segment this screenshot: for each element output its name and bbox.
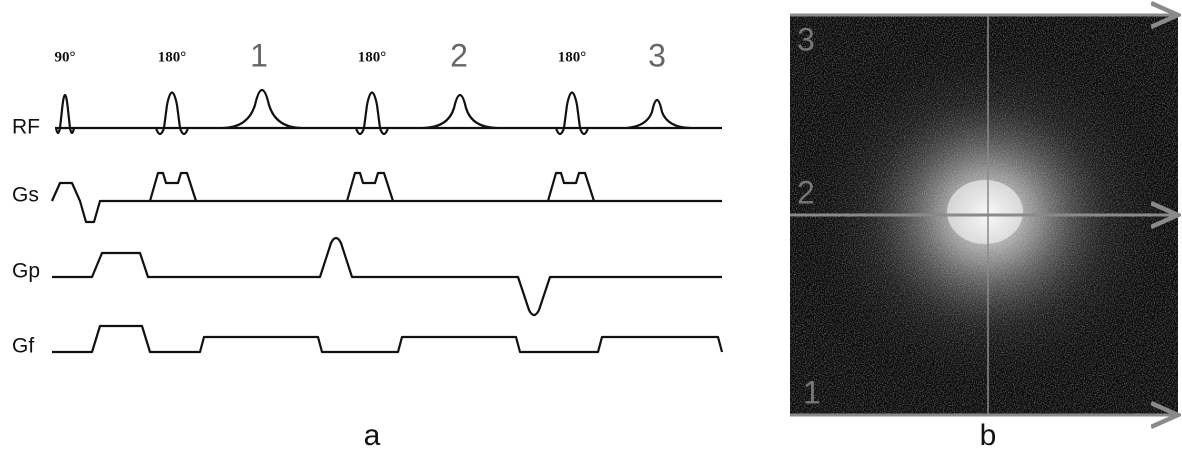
k-line-label: 3 bbox=[797, 21, 815, 57]
gf-line bbox=[52, 326, 722, 352]
rf-line bbox=[55, 90, 722, 134]
gs-line bbox=[52, 173, 722, 222]
echo-label: 1 bbox=[250, 37, 268, 73]
rf-label: 90° bbox=[55, 49, 76, 65]
rf-label: 180° bbox=[358, 49, 387, 65]
row-label: Gs bbox=[12, 184, 39, 207]
row-label: RF bbox=[12, 116, 40, 139]
panel-caption: a bbox=[364, 419, 381, 452]
row-label: Gf bbox=[12, 335, 34, 358]
panel-caption: b bbox=[980, 419, 997, 452]
k-line-label: 1 bbox=[803, 374, 821, 410]
pulse-sequence: 90° 180° 180° 180° 1 2 3 RF Gs Gp Gf a bbox=[12, 37, 722, 451]
echo-label: 2 bbox=[450, 37, 468, 73]
row-label: Gp bbox=[12, 260, 40, 283]
k-line-label: 2 bbox=[797, 174, 815, 210]
rf-label: 180° bbox=[558, 49, 587, 65]
gp-line bbox=[52, 238, 722, 315]
echo-label: 3 bbox=[648, 37, 666, 73]
figure: 90° 180° 180° 180° 1 2 3 RF Gs Gp Gf a 3… bbox=[0, 0, 1182, 453]
k-space: 3 2 1 b bbox=[788, 15, 1182, 452]
k-space-peak bbox=[947, 180, 1023, 244]
rf-label: 180° bbox=[158, 49, 187, 65]
